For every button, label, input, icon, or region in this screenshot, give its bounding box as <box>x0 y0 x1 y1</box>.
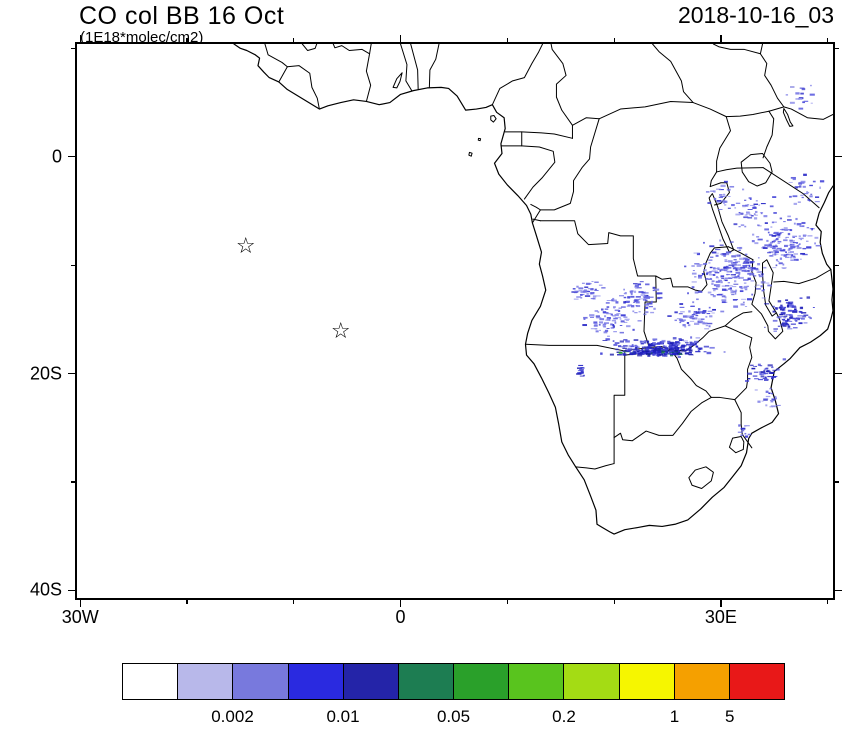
y-tick-mark <box>835 156 842 158</box>
x-tick-mark <box>399 600 402 607</box>
plot-title: CO col BB 16 Oct <box>79 2 285 30</box>
colorbar-cell-3 <box>287 663 344 700</box>
coastline <box>234 44 833 534</box>
y-minor-tick <box>71 481 75 483</box>
colorbar-tick-label: 0.01 <box>326 707 360 726</box>
x-minor-tick <box>827 38 829 42</box>
x-tick-label: 0 <box>395 607 406 627</box>
y-minor-tick <box>71 264 75 266</box>
x-tick-label: 30W <box>61 607 99 627</box>
island-star-1: ☆ <box>235 233 256 259</box>
x-minor-tick <box>506 600 508 604</box>
colorbar-cell-10 <box>673 663 730 700</box>
plot-units-label: (1E18*molec/cm2) <box>80 29 204 46</box>
colorbar-tick-label: 0.2 <box>552 707 576 726</box>
colorbar-cell-0 <box>122 663 179 700</box>
x-minor-tick <box>827 600 829 604</box>
x-tick-mark <box>720 35 722 42</box>
y-tick-mark <box>68 372 75 375</box>
y-minor-tick <box>835 264 839 266</box>
y-tick-mark <box>68 156 75 158</box>
colorbar-cell-5 <box>397 663 455 700</box>
y-tick-label: 40S <box>29 579 62 600</box>
x-tick-mark <box>720 600 722 607</box>
colorbar-cell-4 <box>342 663 399 700</box>
x-minor-tick <box>293 38 295 42</box>
x-minor-tick <box>186 38 188 42</box>
y-minor-tick <box>835 481 839 483</box>
colorbar-cell-1 <box>177 663 234 700</box>
x-tick-mark <box>399 35 402 42</box>
y-tick-label: 20S <box>29 363 62 384</box>
x-minor-tick <box>613 600 615 604</box>
x-minor-tick <box>506 38 508 42</box>
x-minor-tick <box>186 600 188 604</box>
country-borders <box>265 44 833 489</box>
map-plot-area <box>75 42 835 600</box>
co-data-speckles <box>571 84 825 438</box>
x-tick-mark <box>79 600 81 607</box>
colorbar-cell-11 <box>728 663 786 700</box>
lakes <box>393 73 793 316</box>
x-tick-label: 30E <box>704 607 737 627</box>
y-tick-mark <box>835 372 842 375</box>
y-tick-mark <box>835 589 842 592</box>
y-minor-tick <box>71 47 75 49</box>
y-tick-label: 0 <box>51 146 62 167</box>
y-minor-tick <box>835 47 839 49</box>
colorbar-cell-2 <box>232 663 289 700</box>
colorbar-tick-label: 0.002 <box>211 707 254 726</box>
colorbar-cell-8 <box>563 663 620 700</box>
colorbar-tick-label: 5 <box>725 707 735 726</box>
colorbar-cell-9 <box>618 663 675 700</box>
x-tick-mark <box>79 35 81 42</box>
colorbar-cell-7 <box>508 663 565 700</box>
africa-map <box>77 44 833 598</box>
x-minor-tick <box>293 600 295 604</box>
colorbar-cell-6 <box>453 663 510 700</box>
colorbar-tick-label: 0.05 <box>436 707 471 726</box>
y-tick-mark <box>68 589 75 592</box>
colorbar <box>122 663 786 700</box>
island-star-2: ☆ <box>330 319 351 345</box>
x-minor-tick <box>613 38 615 42</box>
run-timestamp: 2018-10-16_03 <box>677 2 834 28</box>
colorbar-tick-label: 1 <box>669 707 680 726</box>
